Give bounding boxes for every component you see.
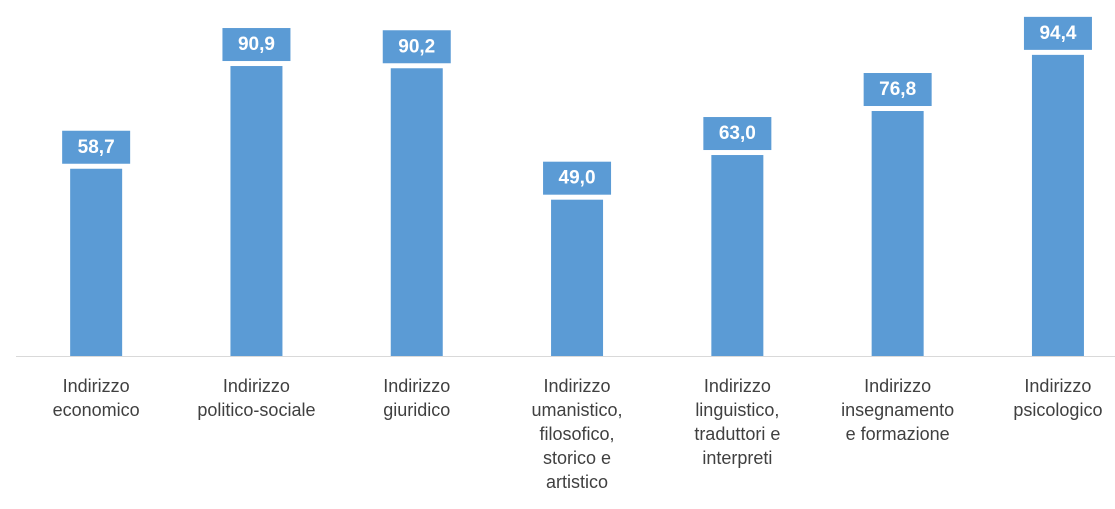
x-tick-label: Indirizzo insegnamento e formazione: [841, 376, 955, 444]
bar: [1031, 54, 1084, 356]
value-label-box: [62, 130, 131, 164]
value-label-box: [703, 117, 772, 151]
value-label: 63,0: [719, 123, 756, 144]
value-label-box: [863, 73, 932, 107]
bar: [551, 199, 604, 356]
value-label: 90,9: [238, 34, 275, 55]
value-label-box: [222, 28, 291, 62]
x-tick-label: Indirizzo economico: [52, 376, 140, 420]
x-tick-label: Indirizzo psicologico: [1013, 376, 1103, 420]
value-label: 49,0: [559, 168, 596, 189]
value-label: 90,2: [398, 36, 435, 57]
bar: [711, 155, 764, 356]
value-label: 58,7: [78, 137, 115, 158]
value-label-box: [382, 30, 451, 64]
x-tick-label: Indirizzo umanistico, filosofico, storic…: [531, 376, 623, 492]
bar: [390, 68, 443, 357]
x-tick-label: Indirizzo politico-sociale: [197, 376, 316, 420]
value-label: 94,4: [1039, 23, 1076, 44]
bar: [70, 168, 123, 356]
value-label-box: [543, 161, 612, 195]
x-tick-label: Indirizzo linguistico, traduttori e inte…: [694, 376, 781, 468]
value-label: 76,8: [879, 79, 916, 100]
x-tick-label: Indirizzo giuridico: [383, 376, 451, 420]
bar: [871, 111, 924, 357]
value-label-box: [1023, 16, 1092, 50]
bar: [230, 66, 283, 357]
